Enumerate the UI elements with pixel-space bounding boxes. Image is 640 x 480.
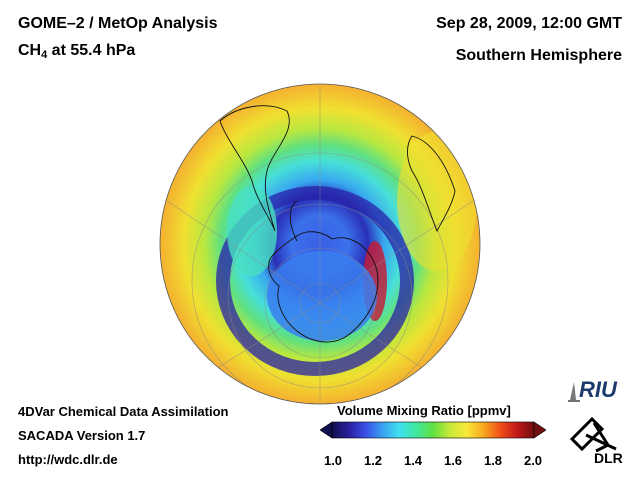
- colorbar-tick-2-0: 2.0: [523, 453, 543, 468]
- vortex-edge: [216, 186, 414, 376]
- hemisphere-label: Southern Hemisphere: [455, 47, 622, 64]
- footer-url[interactable]: http://wdc.dlr.de: [18, 452, 118, 467]
- riu-logo-icon: RIU: [568, 377, 618, 402]
- riu-logo-text: RIU: [579, 377, 618, 402]
- map-title: GOME–2 / MetOp Analysis: [18, 15, 218, 32]
- colorbar-title: Volume Mixing Ratio [ppmv]: [337, 403, 511, 418]
- globe-map: [159, 83, 481, 405]
- low-ch4-band: [227, 186, 277, 276]
- species-subscript: 4: [41, 49, 48, 61]
- dlr-logo-icon: DLR: [569, 416, 623, 465]
- footer-version: SACADA Version 1.7: [18, 428, 146, 443]
- species-label: CH4 at 55.4 hPa: [18, 42, 135, 61]
- yellow-region: [397, 131, 477, 271]
- colorbar-min-arrow: [320, 421, 333, 439]
- colorbar-tick-1-0: 1.0: [323, 453, 343, 468]
- species-name: CH: [18, 42, 42, 59]
- colorbar-max-arrow: [533, 421, 546, 439]
- colorbar: [320, 421, 546, 439]
- dlr-logo-text: DLR: [594, 450, 623, 465]
- vortex-inner: [267, 251, 377, 341]
- pressure-level: at 55.4 hPa: [47, 42, 136, 59]
- colorbar-gradient: [331, 421, 535, 439]
- colorbar-tick-1-8: 1.8: [483, 453, 503, 468]
- colorbar-tick-1-4: 1.4: [403, 453, 423, 468]
- colorbar-tick-1-6: 1.6: [443, 453, 463, 468]
- footer-system: 4DVar Chemical Data Assimilation: [18, 404, 229, 419]
- globe-rim: [159, 83, 481, 405]
- analysis-datetime: Sep 28, 2009, 12:00 GMT: [436, 15, 622, 32]
- colorbar-tick-1-2: 1.2: [363, 453, 383, 468]
